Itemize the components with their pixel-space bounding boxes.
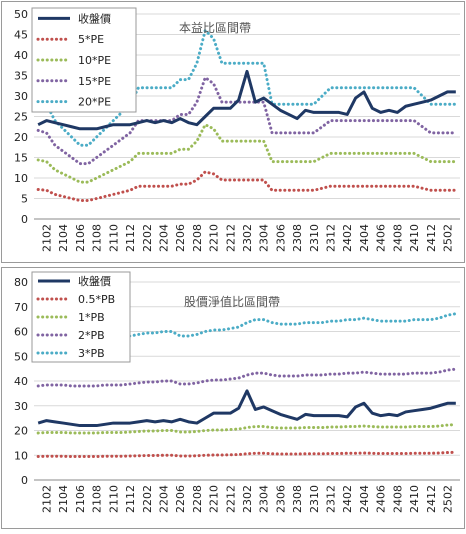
legend-label: 10*PE bbox=[78, 54, 111, 67]
x-tick-label: 2312 bbox=[325, 224, 338, 252]
y-tick-label: 20 bbox=[14, 425, 28, 438]
x-tick-label: 2402 bbox=[341, 224, 354, 252]
legend-label: 3*PB bbox=[78, 347, 105, 360]
x-tick-label: 2310 bbox=[308, 224, 321, 252]
x-tick-label: 2312 bbox=[325, 485, 338, 513]
x-tick-label: 2206 bbox=[174, 224, 187, 252]
chart-title: 本益比區間帶 bbox=[179, 21, 251, 35]
x-tick-label: 2206 bbox=[174, 485, 187, 513]
x-tick-label: 2210 bbox=[208, 485, 221, 513]
x-tick-label: 2408 bbox=[391, 485, 404, 513]
x-tick-label: 2304 bbox=[258, 224, 271, 252]
y-tick-label: 0 bbox=[21, 213, 28, 226]
x-tick-label: 2112 bbox=[124, 485, 137, 513]
y-tick-label: 10 bbox=[14, 449, 28, 462]
y-tick-label: 70 bbox=[14, 301, 28, 314]
x-tick-label: 2402 bbox=[341, 485, 354, 513]
y-tick-label: 45 bbox=[14, 29, 28, 42]
series-line bbox=[37, 389, 456, 428]
x-tick-label: 2306 bbox=[274, 224, 287, 252]
x-tick-label: 2104 bbox=[57, 224, 70, 252]
x-tick-label: 2204 bbox=[157, 224, 170, 252]
y-tick-label: 0 bbox=[21, 474, 28, 487]
x-tick-label: 2102 bbox=[41, 224, 54, 252]
x-tick-label: 2112 bbox=[124, 224, 137, 252]
y-tick-label: 5 bbox=[21, 193, 28, 206]
x-tick-label: 2302 bbox=[241, 224, 254, 252]
x-tick-label: 2406 bbox=[375, 485, 388, 513]
legend-label: 5*PE bbox=[78, 33, 104, 46]
legend-label: 1*PB bbox=[78, 311, 105, 324]
y-tick-label: 40 bbox=[14, 49, 28, 62]
x-tick-label: 2210 bbox=[208, 224, 221, 252]
y-tick-label: 35 bbox=[14, 70, 28, 83]
x-tick-label: 2302 bbox=[241, 485, 254, 513]
y-tick-label: 50 bbox=[14, 350, 28, 363]
x-tick-label: 2410 bbox=[408, 485, 421, 513]
y-tick-label: 80 bbox=[14, 276, 28, 289]
y-tick-label: 15 bbox=[14, 152, 28, 165]
y-tick-label: 40 bbox=[14, 375, 28, 388]
x-tick-label: 2408 bbox=[391, 224, 404, 252]
series-line bbox=[36, 170, 458, 203]
x-tick-label: 2110 bbox=[107, 485, 120, 513]
legend-label: 0.5*PB bbox=[78, 293, 115, 306]
x-tick-label: 2412 bbox=[425, 224, 438, 252]
y-tick-label: 30 bbox=[14, 400, 28, 413]
x-tick-label: 2308 bbox=[291, 485, 304, 513]
x-tick-label: 2404 bbox=[358, 224, 371, 252]
y-tick-label: 25 bbox=[14, 111, 28, 124]
chart-title: 股價淨值比區間帶 bbox=[184, 294, 280, 309]
series-line bbox=[37, 69, 456, 131]
y-tick-label: 50 bbox=[14, 8, 28, 21]
x-tick-label: 2208 bbox=[191, 485, 204, 513]
x-tick-label: 2308 bbox=[291, 224, 304, 252]
series-line bbox=[36, 76, 458, 166]
x-tick-label: 2502 bbox=[441, 485, 454, 513]
x-tick-label: 2108 bbox=[91, 224, 104, 252]
legend-label: 15*PE bbox=[78, 75, 111, 88]
x-tick-label: 2404 bbox=[358, 485, 371, 513]
legend-box bbox=[31, 7, 137, 113]
legend-label: 收盤價 bbox=[78, 11, 111, 25]
legend-label: 2*PB bbox=[78, 329, 105, 342]
x-tick-label: 2208 bbox=[191, 224, 204, 252]
x-tick-label: 2406 bbox=[375, 224, 388, 252]
x-tick-label: 2106 bbox=[74, 224, 87, 252]
x-tick-label: 2306 bbox=[274, 485, 287, 513]
x-tick-label: 2108 bbox=[91, 485, 104, 513]
x-tick-label: 2412 bbox=[425, 485, 438, 513]
x-tick-label: 2204 bbox=[157, 485, 170, 513]
x-tick-label: 2104 bbox=[57, 485, 70, 513]
x-tick-label: 2310 bbox=[308, 485, 321, 513]
x-tick-label: 2410 bbox=[408, 224, 421, 252]
y-tick-label: 10 bbox=[14, 172, 28, 185]
x-tick-label: 2502 bbox=[441, 224, 454, 252]
x-tick-label: 2304 bbox=[258, 485, 271, 513]
y-tick-label: 20 bbox=[14, 131, 28, 144]
series-line bbox=[36, 423, 458, 435]
x-tick-label: 2106 bbox=[74, 485, 87, 513]
x-tick-label: 2212 bbox=[224, 224, 237, 252]
x-tick-label: 2202 bbox=[141, 224, 154, 252]
x-tick-label: 2202 bbox=[141, 485, 154, 513]
series-line bbox=[36, 450, 458, 458]
y-tick-label: 30 bbox=[14, 90, 28, 103]
series-line bbox=[36, 367, 458, 388]
x-tick-label: 2110 bbox=[107, 224, 120, 252]
series-line bbox=[36, 123, 458, 184]
y-tick-label: 60 bbox=[14, 326, 28, 339]
x-tick-label: 2212 bbox=[224, 485, 237, 513]
x-tick-label: 2102 bbox=[41, 485, 54, 513]
legend-label: 20*PE bbox=[78, 96, 111, 109]
legend-label: 收盤價 bbox=[78, 274, 111, 288]
